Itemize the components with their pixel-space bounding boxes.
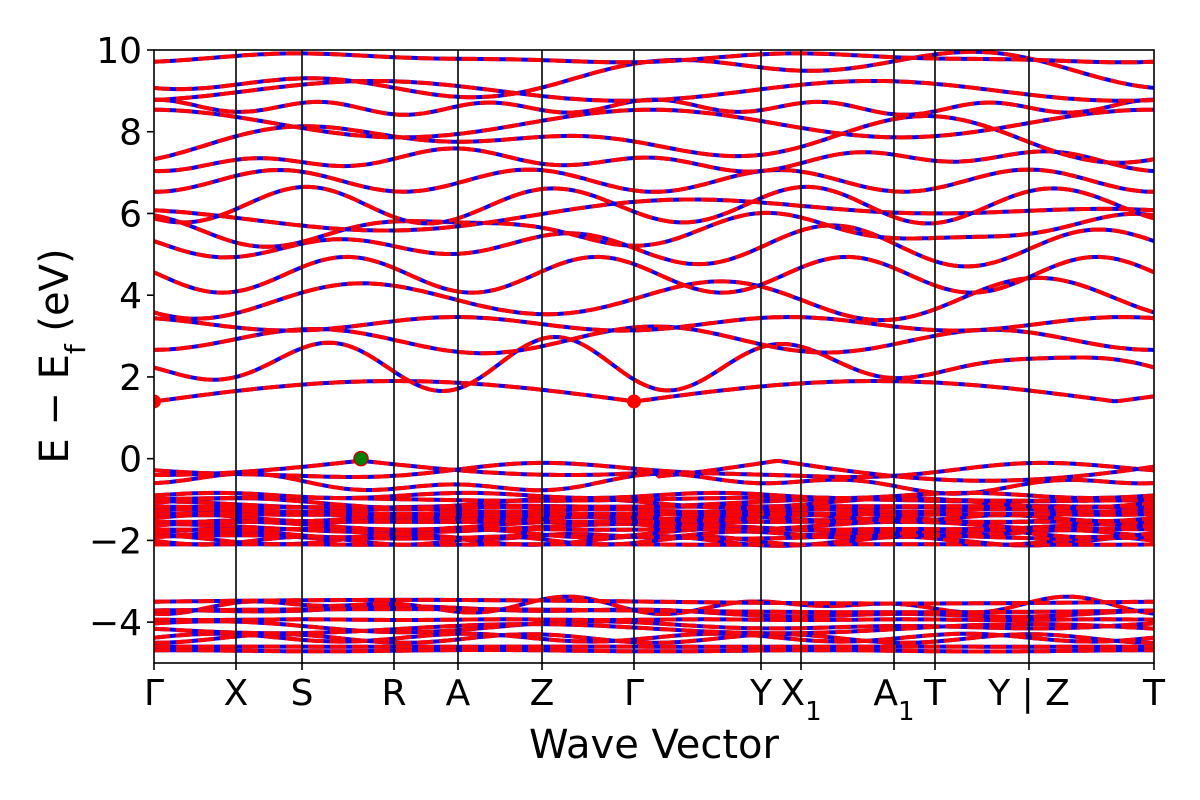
- band-line-red: [154, 619, 1154, 635]
- y-tick-label: 8: [119, 113, 142, 154]
- band-line-blue: [154, 334, 1154, 394]
- y-axis-title: E − Ef (eV): [32, 248, 92, 463]
- y-axis-title-unit: (eV): [32, 248, 78, 344]
- y-axis-title-sub: f: [59, 343, 92, 354]
- band-line-red: [154, 314, 1154, 333]
- band-line-red: [154, 254, 1154, 295]
- band-line-red: [154, 107, 1154, 140]
- band-line-red: [154, 542, 1154, 547]
- band-line-red: [154, 631, 1154, 644]
- band-line-red: [154, 496, 1154, 510]
- x-tick-label-main: A: [446, 673, 471, 714]
- band-line-red: [154, 607, 1154, 615]
- x-tick-label: Γ: [144, 673, 164, 714]
- x-tick-label: Y: [749, 673, 773, 714]
- y-tick-label: −2: [89, 521, 142, 562]
- x-tick-label-main: X: [780, 673, 805, 714]
- band-line-red: [154, 197, 1154, 233]
- band-line-red: [154, 526, 1154, 540]
- x-tick-label: Z: [530, 673, 555, 714]
- band-line-red: [154, 632, 1154, 645]
- y-tick-label: 4: [119, 276, 142, 317]
- band-line-red: [154, 458, 1154, 483]
- x-tick-label-main: Z: [530, 673, 555, 714]
- band-line-red: [154, 460, 1154, 479]
- cbm-marker: [154, 394, 161, 409]
- x-tick-label: A1: [873, 673, 914, 727]
- y-tick-label: 6: [119, 194, 142, 235]
- y-tick-label: 10: [96, 31, 142, 72]
- band-line-red: [154, 490, 1154, 500]
- band-line-red: [154, 51, 1154, 65]
- band-line-red: [154, 617, 1154, 622]
- x-tick-label-sub: 1: [898, 697, 915, 727]
- x-tick-label-main: Γ: [624, 673, 644, 714]
- band-line-red: [154, 513, 1154, 523]
- x-tick-label-sub: 1: [805, 697, 822, 727]
- band-line-red: [154, 519, 1154, 532]
- band-line-red: [154, 504, 1154, 510]
- x-tick-label-main: X: [224, 673, 249, 714]
- x-tick-label-main: R: [381, 673, 406, 714]
- y-tick-label: 2: [119, 358, 142, 399]
- x-tick-label-main: T: [1142, 673, 1166, 714]
- band-line-red: [154, 622, 1154, 636]
- x-tick-label: Y | Z: [987, 673, 1070, 714]
- band-line-red: [154, 146, 1154, 174]
- x-tick-label-main: A: [873, 673, 898, 714]
- x-tick-label: X: [224, 673, 249, 714]
- band-line-red: [154, 527, 1154, 532]
- x-tick-label: A: [446, 673, 471, 714]
- band-line-red: [154, 184, 1154, 226]
- band-lines: [154, 50, 1154, 654]
- x-axis-title: Wave Vector: [529, 722, 780, 768]
- band-line-red: [154, 223, 1154, 269]
- y-axis-title-main: E − E: [32, 354, 78, 464]
- band-line-red: [154, 511, 1154, 517]
- band-line-red: [154, 114, 1154, 165]
- x-tick-label: S: [291, 673, 314, 714]
- x-tick-label-main: Y | Z: [987, 673, 1070, 714]
- x-tick-label: X1: [780, 673, 821, 727]
- band-line-red: [154, 597, 1154, 606]
- band-line-red: [154, 648, 1154, 654]
- x-tick-label-main: T: [923, 673, 947, 714]
- x-tick-label: T: [1142, 673, 1166, 714]
- high-symmetry-lines: [235, 50, 1030, 663]
- plot-frame: [153, 49, 1155, 664]
- x-tick-label: T: [923, 673, 947, 714]
- y-tick-label: −4: [89, 603, 142, 644]
- band-line-red: [154, 210, 1154, 249]
- band-line-red: [154, 507, 1154, 514]
- band-line-red: [154, 471, 1154, 496]
- vbm-marker: [353, 450, 369, 467]
- x-tick-label-main: S: [291, 673, 314, 714]
- band-line-red: [154, 79, 1154, 103]
- plot-area: [154, 50, 1154, 663]
- band-line-red: [154, 275, 1154, 323]
- y-axis-ticks: −4 −2 0 2 4 6 8 10: [89, 31, 154, 644]
- x-tick-label-main: Γ: [144, 673, 164, 714]
- cbm-marker: [627, 394, 641, 409]
- y-tick-label: 0: [119, 440, 142, 481]
- band-line-red: [154, 379, 1154, 404]
- extremum-markers: [154, 394, 641, 467]
- x-tick-label: R: [381, 673, 406, 714]
- x-tick-label-main: Y: [749, 673, 773, 714]
- x-tick-label: Γ: [624, 673, 644, 714]
- band-line-red: [154, 167, 1154, 194]
